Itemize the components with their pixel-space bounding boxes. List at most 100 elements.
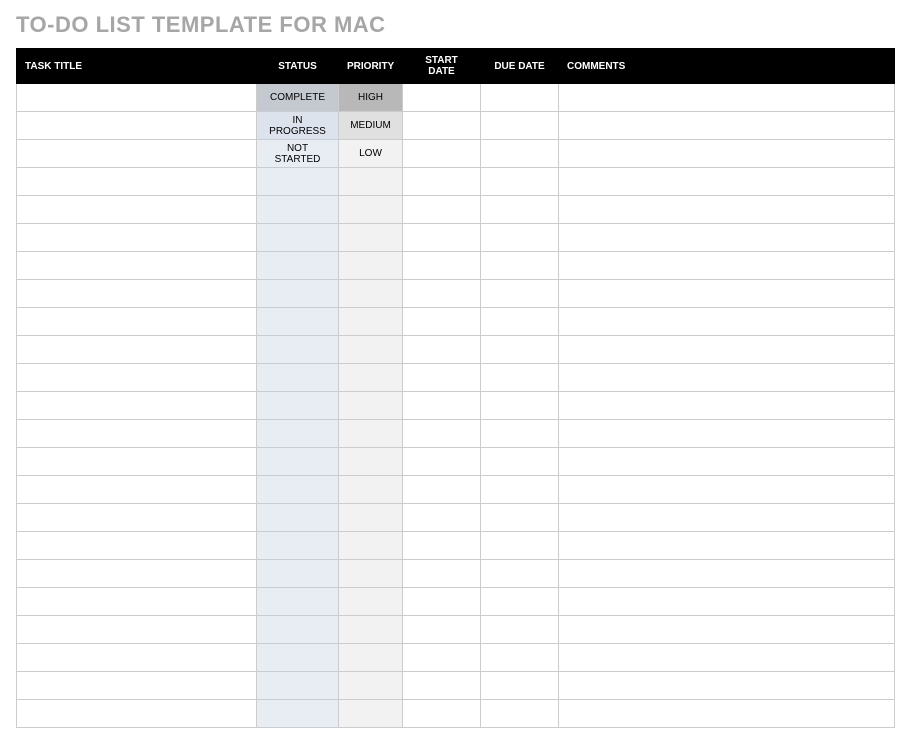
cell-status[interactable] xyxy=(257,336,339,364)
cell-task[interactable] xyxy=(17,140,257,168)
cell-priority[interactable] xyxy=(339,336,403,364)
cell-start-date[interactable] xyxy=(403,364,481,392)
cell-due-date[interactable] xyxy=(481,532,559,560)
cell-status[interactable] xyxy=(257,448,339,476)
cell-status[interactable] xyxy=(257,616,339,644)
cell-status[interactable] xyxy=(257,504,339,532)
cell-comments[interactable] xyxy=(559,672,895,700)
cell-comments[interactable] xyxy=(559,364,895,392)
cell-start-date[interactable] xyxy=(403,280,481,308)
cell-status[interactable] xyxy=(257,700,339,728)
cell-status[interactable] xyxy=(257,644,339,672)
cell-comments[interactable] xyxy=(559,700,895,728)
cell-start-date[interactable] xyxy=(403,420,481,448)
cell-due-date[interactable] xyxy=(481,644,559,672)
cell-priority[interactable] xyxy=(339,196,403,224)
cell-priority[interactable] xyxy=(339,560,403,588)
cell-status[interactable] xyxy=(257,532,339,560)
cell-priority[interactable] xyxy=(339,364,403,392)
cell-task[interactable] xyxy=(17,588,257,616)
cell-task[interactable] xyxy=(17,476,257,504)
cell-task[interactable] xyxy=(17,168,257,196)
cell-status[interactable] xyxy=(257,308,339,336)
cell-start-date[interactable] xyxy=(403,392,481,420)
cell-priority[interactable] xyxy=(339,700,403,728)
cell-task[interactable] xyxy=(17,308,257,336)
cell-status[interactable] xyxy=(257,364,339,392)
cell-task[interactable] xyxy=(17,364,257,392)
cell-status[interactable]: IN PROGRESS xyxy=(257,112,339,140)
cell-due-date[interactable] xyxy=(481,84,559,112)
cell-start-date[interactable] xyxy=(403,448,481,476)
cell-task[interactable] xyxy=(17,700,257,728)
cell-task[interactable] xyxy=(17,672,257,700)
cell-due-date[interactable] xyxy=(481,448,559,476)
cell-start-date[interactable] xyxy=(403,644,481,672)
cell-due-date[interactable] xyxy=(481,308,559,336)
cell-due-date[interactable] xyxy=(481,700,559,728)
cell-priority[interactable] xyxy=(339,616,403,644)
cell-due-date[interactable] xyxy=(481,392,559,420)
cell-comments[interactable] xyxy=(559,476,895,504)
cell-start-date[interactable] xyxy=(403,84,481,112)
cell-priority[interactable] xyxy=(339,252,403,280)
cell-status[interactable] xyxy=(257,196,339,224)
cell-due-date[interactable] xyxy=(481,112,559,140)
cell-priority[interactable]: LOW xyxy=(339,140,403,168)
cell-priority[interactable] xyxy=(339,280,403,308)
cell-task[interactable] xyxy=(17,560,257,588)
cell-start-date[interactable] xyxy=(403,140,481,168)
cell-task[interactable] xyxy=(17,112,257,140)
cell-due-date[interactable] xyxy=(481,420,559,448)
cell-priority[interactable] xyxy=(339,672,403,700)
cell-comments[interactable] xyxy=(559,420,895,448)
cell-start-date[interactable] xyxy=(403,112,481,140)
cell-task[interactable] xyxy=(17,196,257,224)
cell-due-date[interactable] xyxy=(481,280,559,308)
cell-due-date[interactable] xyxy=(481,140,559,168)
cell-task[interactable] xyxy=(17,644,257,672)
cell-priority[interactable] xyxy=(339,644,403,672)
cell-status[interactable] xyxy=(257,672,339,700)
cell-start-date[interactable] xyxy=(403,700,481,728)
cell-task[interactable] xyxy=(17,392,257,420)
cell-start-date[interactable] xyxy=(403,252,481,280)
cell-status[interactable] xyxy=(257,224,339,252)
cell-comments[interactable] xyxy=(559,224,895,252)
cell-start-date[interactable] xyxy=(403,588,481,616)
cell-task[interactable] xyxy=(17,448,257,476)
cell-task[interactable] xyxy=(17,420,257,448)
cell-priority[interactable] xyxy=(339,448,403,476)
cell-task[interactable] xyxy=(17,252,257,280)
cell-comments[interactable] xyxy=(559,448,895,476)
cell-start-date[interactable] xyxy=(403,196,481,224)
cell-due-date[interactable] xyxy=(481,168,559,196)
cell-due-date[interactable] xyxy=(481,672,559,700)
cell-task[interactable] xyxy=(17,504,257,532)
cell-due-date[interactable] xyxy=(481,504,559,532)
cell-priority[interactable] xyxy=(339,588,403,616)
cell-task[interactable] xyxy=(17,336,257,364)
cell-status[interactable] xyxy=(257,168,339,196)
cell-comments[interactable] xyxy=(559,560,895,588)
cell-due-date[interactable] xyxy=(481,336,559,364)
cell-comments[interactable] xyxy=(559,84,895,112)
cell-priority[interactable] xyxy=(339,168,403,196)
cell-status[interactable] xyxy=(257,588,339,616)
cell-priority[interactable] xyxy=(339,476,403,504)
cell-task[interactable] xyxy=(17,616,257,644)
cell-task[interactable] xyxy=(17,84,257,112)
cell-status[interactable] xyxy=(257,252,339,280)
cell-start-date[interactable] xyxy=(403,168,481,196)
cell-start-date[interactable] xyxy=(403,308,481,336)
cell-status[interactable] xyxy=(257,420,339,448)
cell-priority[interactable]: MEDIUM xyxy=(339,112,403,140)
cell-priority[interactable] xyxy=(339,532,403,560)
cell-comments[interactable] xyxy=(559,196,895,224)
cell-due-date[interactable] xyxy=(481,616,559,644)
cell-task[interactable] xyxy=(17,532,257,560)
cell-priority[interactable] xyxy=(339,420,403,448)
cell-due-date[interactable] xyxy=(481,364,559,392)
cell-comments[interactable] xyxy=(559,280,895,308)
cell-priority[interactable] xyxy=(339,392,403,420)
